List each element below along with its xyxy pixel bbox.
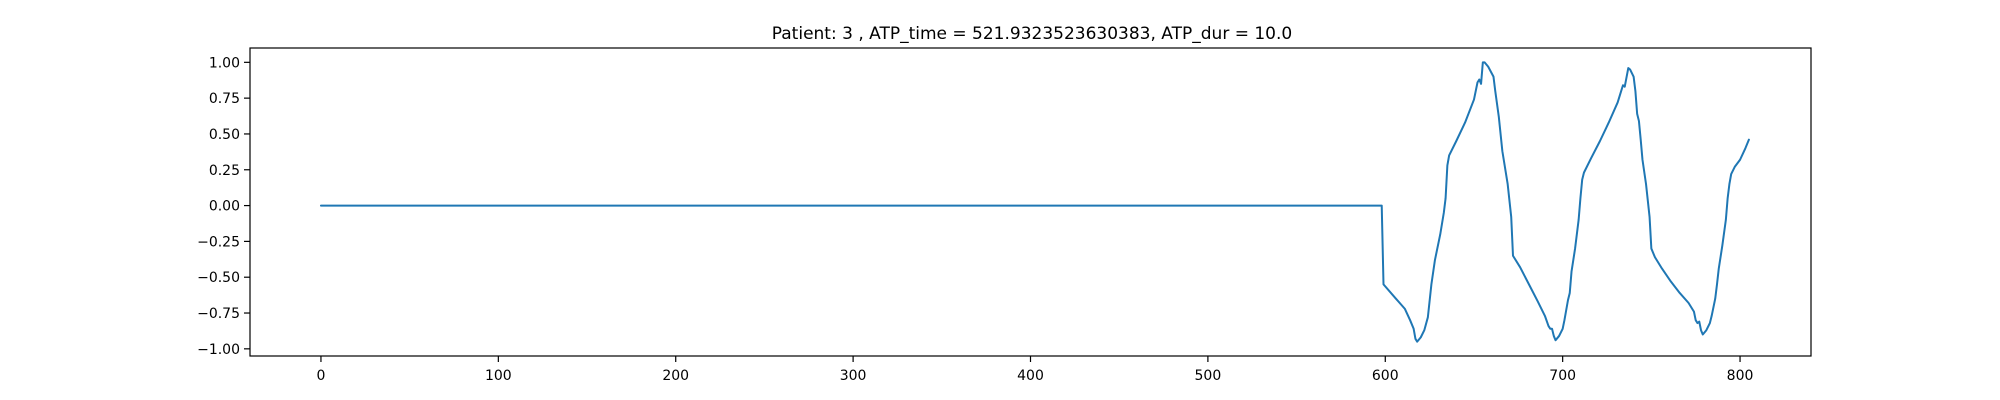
y-tick-label: 1.00 xyxy=(209,55,240,71)
y-tick-label: 0.50 xyxy=(209,127,240,143)
x-tick-label: 800 xyxy=(1727,368,1754,384)
plot-frame xyxy=(249,47,1812,357)
y-axis: 1.00 0.75 0.50 0.25 0.00 −0.25 −0.50 −0.75 −1.00 xyxy=(197,55,250,358)
y-tick-label: 0.00 xyxy=(209,199,240,215)
x-tick-label: 600 xyxy=(1372,368,1399,384)
y-tick-label: 0.25 xyxy=(209,163,240,179)
y-tick-label: 0.75 xyxy=(209,91,240,107)
x-axis: 0 100 200 300 400 500 600 700 800 xyxy=(316,356,1753,384)
y-tick-label: −0.75 xyxy=(197,306,240,322)
x-tick-label: 300 xyxy=(840,368,867,384)
y-tick-label: −1.00 xyxy=(197,342,240,358)
series-line xyxy=(319,61,1750,343)
y-tick-label: −0.50 xyxy=(197,270,240,286)
y-tick-label: −0.25 xyxy=(197,234,240,250)
x-tick-label: 0 xyxy=(316,368,325,384)
x-tick-label: 500 xyxy=(1195,368,1222,384)
chart-title: Patient: 3 , ATP_time = 521.932352363038… xyxy=(772,24,1292,44)
x-tick-label: 400 xyxy=(1017,368,1044,384)
x-tick-label: 100 xyxy=(485,368,512,384)
x-tick-label: 200 xyxy=(662,368,689,384)
x-tick-label: 700 xyxy=(1549,368,1576,384)
